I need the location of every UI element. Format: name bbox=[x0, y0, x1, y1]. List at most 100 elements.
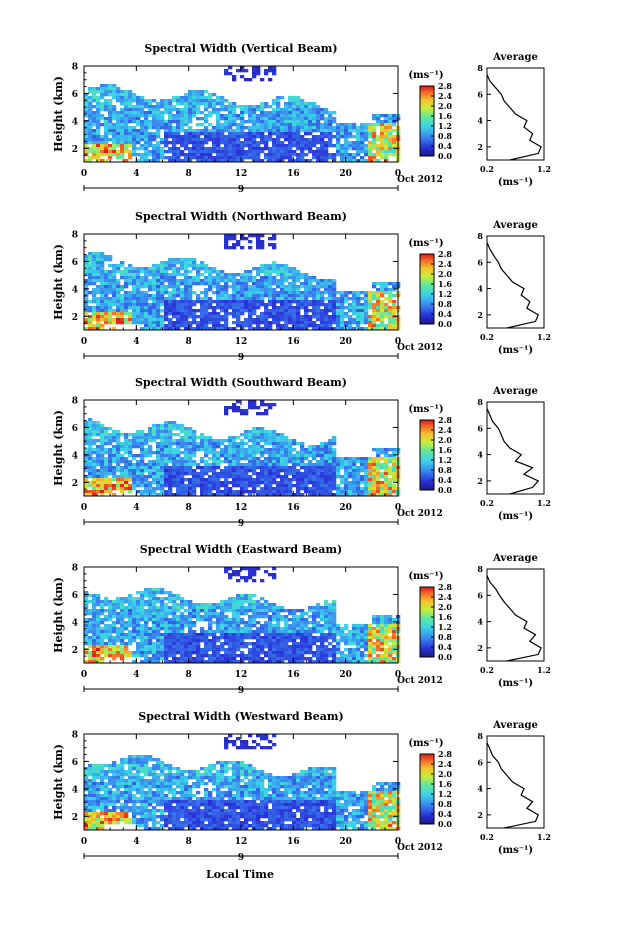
heatmap-cell bbox=[216, 466, 220, 469]
heatmap-cell bbox=[96, 642, 100, 645]
heatmap-cell bbox=[96, 609, 100, 612]
heatmap-cell bbox=[120, 651, 124, 654]
heatmap-cell bbox=[256, 478, 260, 481]
heatmap-cell bbox=[304, 315, 308, 318]
heatmap-cell bbox=[132, 612, 136, 615]
heatmap-cell bbox=[192, 448, 196, 451]
heatmap-cell bbox=[164, 102, 168, 105]
heatmap-cell bbox=[112, 621, 116, 624]
heatmap-cell bbox=[172, 291, 176, 294]
heatmap-cell bbox=[216, 102, 220, 105]
heatmap-cell bbox=[260, 303, 264, 306]
heatmap-cell bbox=[216, 294, 220, 297]
heatmap-cell bbox=[172, 129, 176, 132]
heatmap-cell bbox=[176, 126, 180, 129]
heatmap-cell bbox=[164, 448, 168, 451]
heatmap-cell bbox=[272, 243, 276, 246]
heatmap-cell bbox=[176, 475, 180, 478]
heatmap-cell bbox=[84, 291, 88, 294]
heatmap-cell bbox=[168, 99, 172, 102]
heatmap-cell bbox=[188, 279, 192, 282]
heatmap-cell bbox=[124, 303, 128, 306]
heatmap-cell bbox=[184, 324, 188, 327]
heatmap-cell bbox=[100, 427, 104, 430]
heatmap-cell bbox=[88, 90, 92, 93]
heatmap-cell bbox=[212, 93, 216, 96]
heatmap-cell bbox=[116, 439, 120, 442]
heatmap-cell bbox=[264, 487, 268, 490]
heatmap-cell bbox=[164, 303, 168, 306]
heatmap-cell bbox=[316, 460, 320, 463]
heatmap-cell bbox=[268, 481, 272, 484]
colorbar-tick-label: 0.8 bbox=[438, 299, 452, 309]
heatmap-cell bbox=[304, 117, 308, 120]
heatmap-cell bbox=[148, 642, 152, 645]
heatmap-cell bbox=[100, 600, 104, 603]
heatmap-cell bbox=[256, 153, 260, 156]
heatmap-cell bbox=[232, 291, 236, 294]
heatmap-cell bbox=[176, 288, 180, 291]
heatmap-cell bbox=[248, 315, 252, 318]
heatmap-cell bbox=[264, 126, 268, 129]
heatmap-cell bbox=[140, 597, 144, 600]
heatmap-cell bbox=[188, 264, 192, 267]
heatmap-cell bbox=[92, 255, 96, 258]
heatmap-cell bbox=[164, 436, 168, 439]
heatmap-cell bbox=[152, 657, 156, 660]
heatmap-cell bbox=[284, 126, 288, 129]
heatmap-cell bbox=[128, 102, 132, 105]
heatmap-cell bbox=[308, 132, 312, 135]
average-frame bbox=[487, 236, 544, 328]
heatmap-cell bbox=[104, 141, 108, 144]
heatmap-cell bbox=[128, 132, 132, 135]
heatmap-cell bbox=[144, 615, 148, 618]
heatmap-cell bbox=[156, 117, 160, 120]
heatmap-cell bbox=[184, 99, 188, 102]
heatmap-cell bbox=[276, 123, 280, 126]
heatmap-cell bbox=[228, 439, 232, 442]
heatmap-cell bbox=[340, 460, 344, 463]
heatmap-cell bbox=[364, 300, 368, 303]
heatmap-cell bbox=[100, 138, 104, 141]
heatmap-cell bbox=[284, 490, 288, 493]
heatmap-cell bbox=[84, 609, 88, 612]
heatmap-cell bbox=[112, 639, 116, 642]
heatmap-cell bbox=[192, 153, 196, 156]
heatmap-cell bbox=[316, 451, 320, 454]
heatmap-cell bbox=[276, 294, 280, 297]
heatmap-cell bbox=[268, 120, 272, 123]
heatmap-cell bbox=[280, 144, 284, 147]
heatmap-cell bbox=[240, 105, 244, 108]
heatmap-cell bbox=[204, 135, 208, 138]
heatmap-cell bbox=[124, 282, 128, 285]
heatmap-cell bbox=[88, 451, 92, 454]
heatmap-cell bbox=[304, 138, 308, 141]
heatmap-cell bbox=[344, 129, 348, 132]
heatmap-cell bbox=[276, 472, 280, 475]
heatmap-cell bbox=[272, 267, 276, 270]
heatmap-cell bbox=[120, 624, 124, 627]
heatmap-cell bbox=[220, 108, 224, 111]
heatmap-cell bbox=[204, 99, 208, 102]
heatmap-cell bbox=[296, 105, 300, 108]
heatmap-cell bbox=[120, 147, 124, 150]
heatmap-cell bbox=[112, 457, 116, 460]
heatmap-cell bbox=[144, 99, 148, 102]
heatmap-cell bbox=[260, 481, 264, 484]
heatmap-cell bbox=[240, 454, 244, 457]
heatmap-cell bbox=[284, 150, 288, 153]
heatmap-cell bbox=[164, 454, 168, 457]
heatmap-cell bbox=[232, 457, 236, 460]
heatmap-cell bbox=[108, 627, 112, 630]
heatmap-cell bbox=[152, 297, 156, 300]
heatmap-cell bbox=[180, 427, 184, 430]
heatmap-cell bbox=[196, 300, 200, 303]
heatmap-cell bbox=[160, 433, 164, 436]
heatmap-cell bbox=[328, 123, 332, 126]
heatmap-cell bbox=[284, 309, 288, 312]
heatmap-cell bbox=[96, 87, 100, 90]
heatmap-cell bbox=[204, 267, 208, 270]
heatmap-cell bbox=[164, 451, 168, 454]
heatmap-cell bbox=[176, 273, 180, 276]
heatmap-cell bbox=[292, 439, 296, 442]
